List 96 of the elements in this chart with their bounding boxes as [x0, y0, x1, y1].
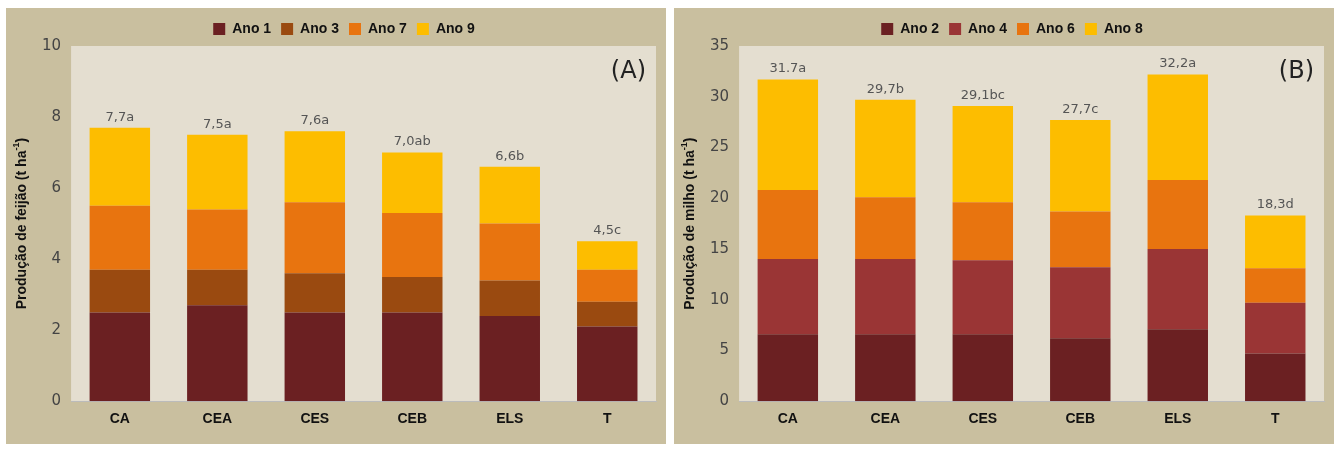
y-tick-label: 15	[709, 238, 730, 257]
bar	[284, 273, 346, 313]
bar	[382, 212, 443, 277]
bar	[855, 99, 916, 198]
bar	[187, 269, 248, 306]
bar	[1147, 329, 1208, 402]
bar	[89, 269, 151, 313]
bar	[479, 166, 540, 224]
total-label: 18,3d	[1256, 196, 1294, 212]
x-tick-label: CES	[968, 410, 998, 427]
y-tick-label: 2	[51, 320, 62, 339]
y-tick-label: 20	[709, 188, 730, 207]
bar	[89, 127, 151, 206]
bar	[1245, 302, 1306, 354]
x-tick-label: CES	[300, 410, 330, 427]
bar	[187, 305, 248, 402]
bar	[757, 190, 819, 260]
y-tick-label: 30	[709, 86, 730, 105]
y-tick-label: 10	[41, 35, 62, 54]
legend-label: Ano 9	[435, 19, 475, 36]
total-label: 27,7c	[1062, 100, 1099, 116]
x-tick-label: CEB	[1065, 410, 1096, 427]
y-tick-label: 10	[709, 289, 730, 308]
bar	[1245, 215, 1306, 269]
bar	[1050, 120, 1111, 212]
bar	[1147, 74, 1208, 180]
bar	[1050, 267, 1111, 339]
bar	[89, 205, 151, 270]
total-label: 29,7b	[866, 80, 904, 96]
total-label: 29,1bc	[960, 86, 1005, 102]
bar	[577, 326, 638, 402]
bar	[382, 312, 443, 402]
x-tick-label: CEB	[397, 410, 428, 427]
legend-label: Ano 1	[232, 19, 272, 36]
bar	[757, 79, 819, 191]
y-tick-label: 6	[51, 177, 62, 196]
y-tick-label: 0	[719, 391, 730, 410]
legend-label: Ano 8	[1103, 19, 1143, 36]
bar	[479, 315, 540, 402]
bar	[952, 202, 1014, 261]
y-tick-label: 35	[709, 35, 730, 54]
x-tick-label: CEA	[202, 410, 233, 427]
bar	[382, 152, 443, 213]
annotation: (A)	[610, 56, 646, 85]
x-tick-label: CA	[109, 410, 130, 427]
y-tick-label: 0	[51, 391, 62, 410]
bar	[855, 259, 916, 335]
total-label: 31.7a	[769, 60, 807, 76]
x-tick-label: T	[602, 410, 612, 427]
bar	[1050, 338, 1111, 402]
legend-label: Ano 4	[968, 19, 1008, 36]
bar	[757, 259, 819, 335]
x-tick-label: ELS	[496, 410, 524, 427]
bar	[577, 241, 638, 270]
total-label: 32,2a	[1159, 55, 1197, 71]
bar	[479, 280, 540, 316]
y-tick-label: 25	[709, 137, 730, 156]
legend-label: Ano 6	[1036, 19, 1076, 36]
total-label: 6,6b	[495, 147, 525, 163]
bar	[89, 312, 151, 402]
legend-label: Ano 2	[900, 19, 940, 36]
bar	[952, 105, 1014, 203]
bar	[284, 131, 346, 203]
x-tick-label: CEA	[870, 410, 901, 427]
bar	[1147, 179, 1208, 249]
y-tick-label: 4	[51, 249, 62, 268]
bar	[479, 223, 540, 281]
total-label: 7,5a	[202, 115, 232, 131]
y-tick-label: 8	[51, 106, 62, 125]
total-label: 7,0ab	[393, 133, 431, 149]
bar	[382, 276, 443, 313]
x-tick-label: T	[1270, 410, 1280, 427]
bar	[855, 334, 916, 402]
bar	[577, 301, 638, 327]
bar	[284, 202, 346, 274]
bar	[1050, 211, 1111, 268]
bar	[284, 312, 346, 402]
bar	[952, 334, 1014, 402]
bar	[577, 269, 638, 302]
total-label: 7,7a	[105, 108, 135, 124]
annotation: (B)	[1278, 56, 1314, 85]
total-label: 4,5c	[593, 222, 622, 238]
bar	[952, 260, 1014, 335]
x-tick-label: CA	[777, 410, 798, 427]
legend-label: Ano 3	[300, 19, 340, 36]
x-tick-label: ELS	[1164, 410, 1192, 427]
bar	[187, 209, 248, 270]
bar	[757, 334, 819, 402]
bar	[1147, 248, 1208, 330]
legend-label: Ano 7	[368, 19, 408, 36]
total-label: 7,6a	[300, 112, 330, 128]
bar	[855, 197, 916, 260]
bar	[1245, 353, 1306, 402]
y-tick-label: 5	[719, 340, 730, 359]
bar	[187, 134, 248, 210]
bar	[1245, 268, 1306, 303]
